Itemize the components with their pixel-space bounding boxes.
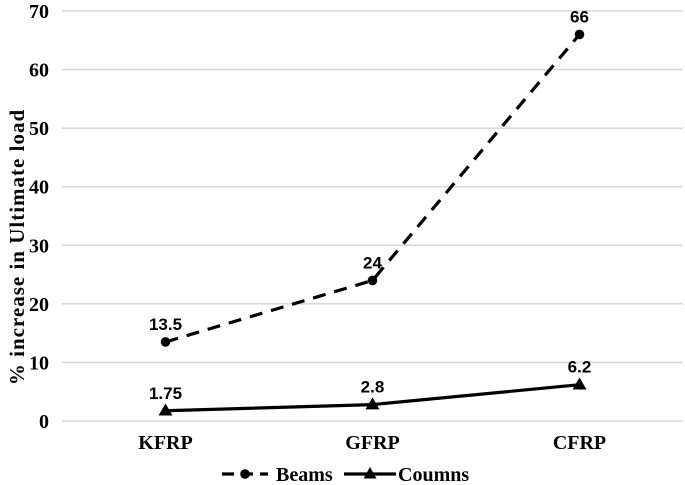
data-label: 2.8 [361, 378, 385, 397]
category-label: CFRP [553, 432, 606, 454]
y-tick-label: 0 [39, 411, 49, 433]
y-tick-label: 20 [29, 294, 49, 316]
series-line-beams [165, 33, 581, 344]
legend-circle-marker-icon [240, 469, 250, 479]
data-label: 66 [570, 7, 589, 26]
legend-label-beams: Beams [276, 464, 333, 485]
data-label: 24 [363, 253, 382, 272]
y-tick-label: 60 [29, 60, 49, 82]
y-tick-label: 70 [29, 1, 49, 23]
circle-marker [367, 275, 378, 286]
triangle-marker [365, 397, 380, 410]
legend-label-coumns: Coumns [398, 464, 469, 485]
triangle-marker [572, 377, 587, 390]
data-label: 13.5 [149, 315, 182, 334]
y-tick-label: 30 [29, 235, 49, 257]
circle-marker [160, 337, 171, 347]
circle-marker [574, 29, 585, 40]
y-tick-label: 50 [29, 118, 49, 140]
category-label: KFRP [138, 432, 192, 454]
category-label: GFRP [345, 432, 399, 454]
triangle-marker [158, 403, 173, 416]
y-axis-title: % increase in Ultimate load [5, 109, 29, 385]
data-label: 6.2 [568, 358, 592, 377]
y-tick-label: 40 [29, 177, 49, 199]
legend-triangle-marker-icon [363, 467, 377, 479]
y-tick-label: 10 [29, 352, 49, 374]
data-label: 1.75 [149, 384, 182, 403]
